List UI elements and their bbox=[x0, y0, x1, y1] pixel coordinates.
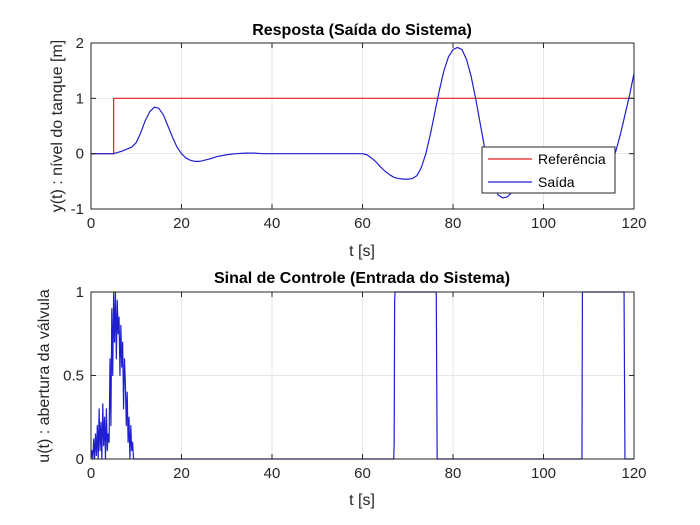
response-xtick-label: 80 bbox=[445, 215, 462, 232]
control-xtick-label: 20 bbox=[173, 465, 190, 482]
control-plot: Sinal de Controle (Entrada do Sistema) 0… bbox=[36, 270, 647, 509]
response-xtick-label: 60 bbox=[354, 215, 371, 232]
control-ytick-label: 0.5 bbox=[63, 368, 84, 385]
response-plot-ylabel: y(t) : nível do tanque [m] bbox=[49, 40, 66, 213]
control-plot-ticks: 0 20 40 60 80 100 120 0 0.5 1 bbox=[63, 284, 646, 482]
response-ytick-label: -1 bbox=[71, 201, 84, 218]
response-plot-title: Resposta (Saída do Sistema) bbox=[252, 22, 472, 39]
control-xtick-label: 100 bbox=[531, 465, 556, 482]
control-xtick-label: 60 bbox=[354, 465, 371, 482]
response-xtick-label: 40 bbox=[264, 215, 281, 232]
control-ytick-label: 0 bbox=[76, 451, 84, 468]
response-plot-legend: Referência Saída bbox=[481, 146, 616, 194]
control-series-control-signal bbox=[90, 291, 634, 460]
response-ytick-label: 1 bbox=[76, 90, 84, 107]
response-plot-xlabel: t [s] bbox=[349, 243, 375, 260]
control-plot-xlabel: t [s] bbox=[349, 492, 375, 509]
legend-box bbox=[481, 146, 616, 194]
control-plot-title: Sinal de Controle (Entrada do Sistema) bbox=[214, 270, 510, 287]
response-xtick-label: 100 bbox=[531, 215, 556, 232]
legend-label-saida: Saída bbox=[538, 174, 575, 190]
response-xtick-label: 120 bbox=[621, 215, 646, 232]
response-xtick-label: 0 bbox=[87, 215, 95, 232]
legend-label-referencia: Referência bbox=[538, 151, 606, 167]
control-xtick-label: 120 bbox=[621, 465, 646, 482]
response-ytick-label: 0 bbox=[76, 146, 84, 163]
control-xtick-label: 80 bbox=[445, 465, 462, 482]
response-ytick-label: 2 bbox=[76, 35, 84, 52]
control-xtick-label: 40 bbox=[264, 465, 281, 482]
response-xtick-label: 20 bbox=[173, 215, 190, 232]
response-plot: Resposta (Saída do Sistema) 0 20 40 60 80 100… bbox=[49, 22, 647, 260]
control-ytick-label: 1 bbox=[76, 284, 84, 301]
control-plot-ylabel: u(t) : abertura da válvula bbox=[36, 289, 53, 463]
control-xtick-label: 0 bbox=[87, 465, 95, 482]
control-plot-series bbox=[90, 291, 634, 460]
